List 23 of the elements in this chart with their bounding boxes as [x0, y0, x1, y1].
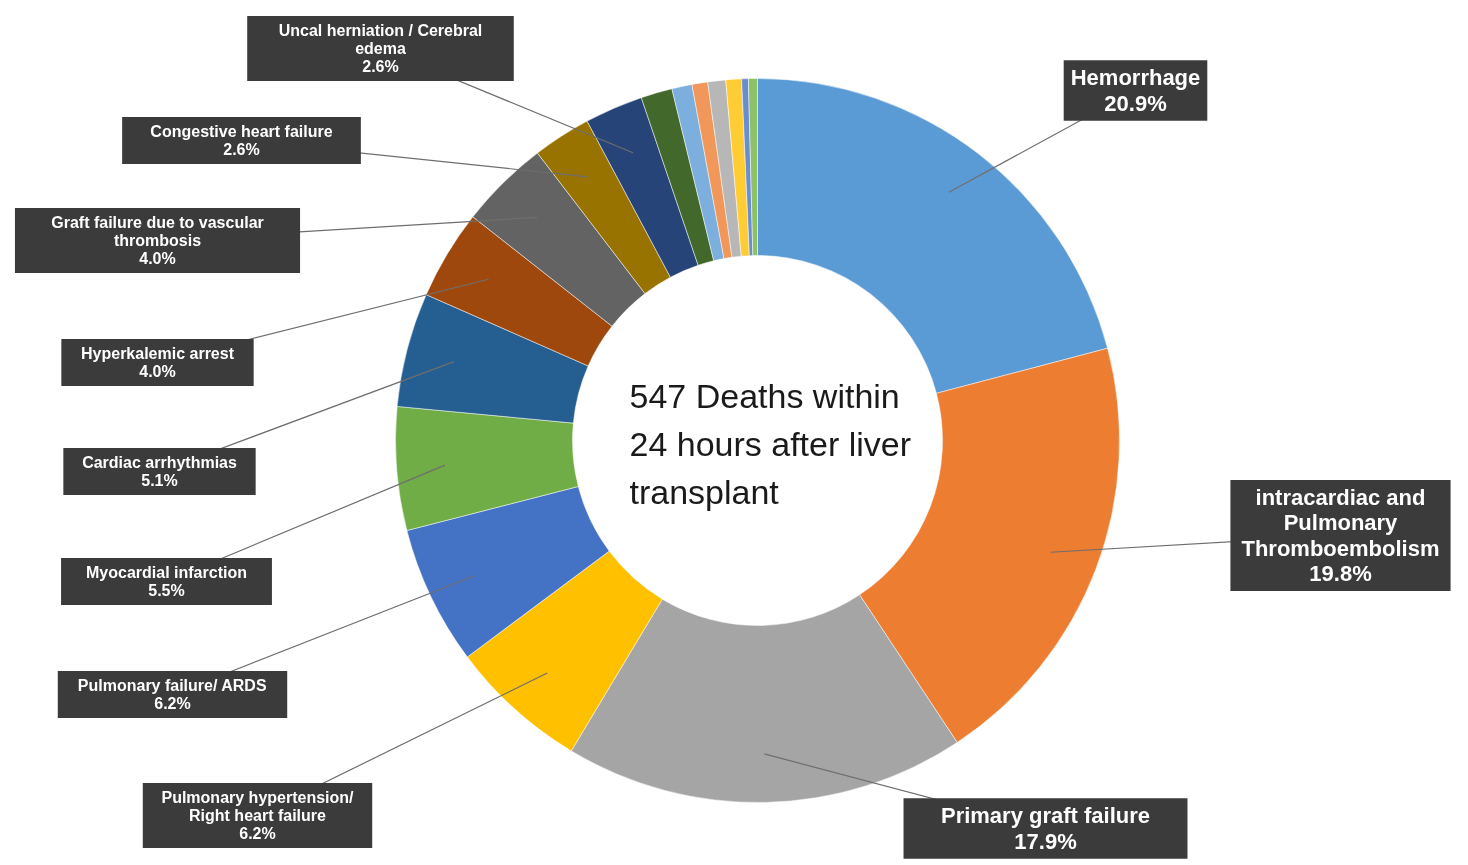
data-label: 17.9%	[1014, 828, 1077, 854]
slice-label: intracardiac and Pulmonary Thromboembolism	[1241, 485, 1440, 561]
slice-label: Congestive heart failure	[150, 122, 333, 140]
slice-label: Hemorrhage	[1070, 65, 1201, 91]
text: 547 Deaths within 24 hours after liver transplant	[629, 376, 912, 511]
data-label: 2.6%	[362, 58, 399, 76]
data-label: 6.2%	[239, 825, 276, 843]
data-label: 20.9%	[1104, 90, 1167, 116]
slice-label: Hyperkalemic arrest	[81, 344, 235, 362]
slice-label: Primary graft failure	[940, 803, 1151, 829]
data-label: 4.0%	[139, 363, 176, 381]
slice-label: Pulmonary failure/ ARDS	[77, 676, 267, 694]
data-label: 2.6%	[223, 141, 260, 159]
data-label: 5.1%	[141, 472, 178, 490]
data-label: 5.5%	[148, 582, 185, 600]
data-label: 4.0%	[139, 250, 176, 268]
data-label: 19.8%	[1309, 560, 1372, 586]
slice-label: Cardiac arrhythmias	[82, 453, 237, 471]
slice-label: Uncal herniation / Cerebral edema	[278, 21, 483, 57]
data-label: 6.2%	[154, 695, 191, 713]
slice-label: Myocardial infarction	[86, 563, 247, 581]
slice-label: Pulmonary hypertension/ Right heart failure	[161, 788, 355, 824]
slice-label: Graft failure due to vascular thrombosis	[51, 213, 264, 249]
